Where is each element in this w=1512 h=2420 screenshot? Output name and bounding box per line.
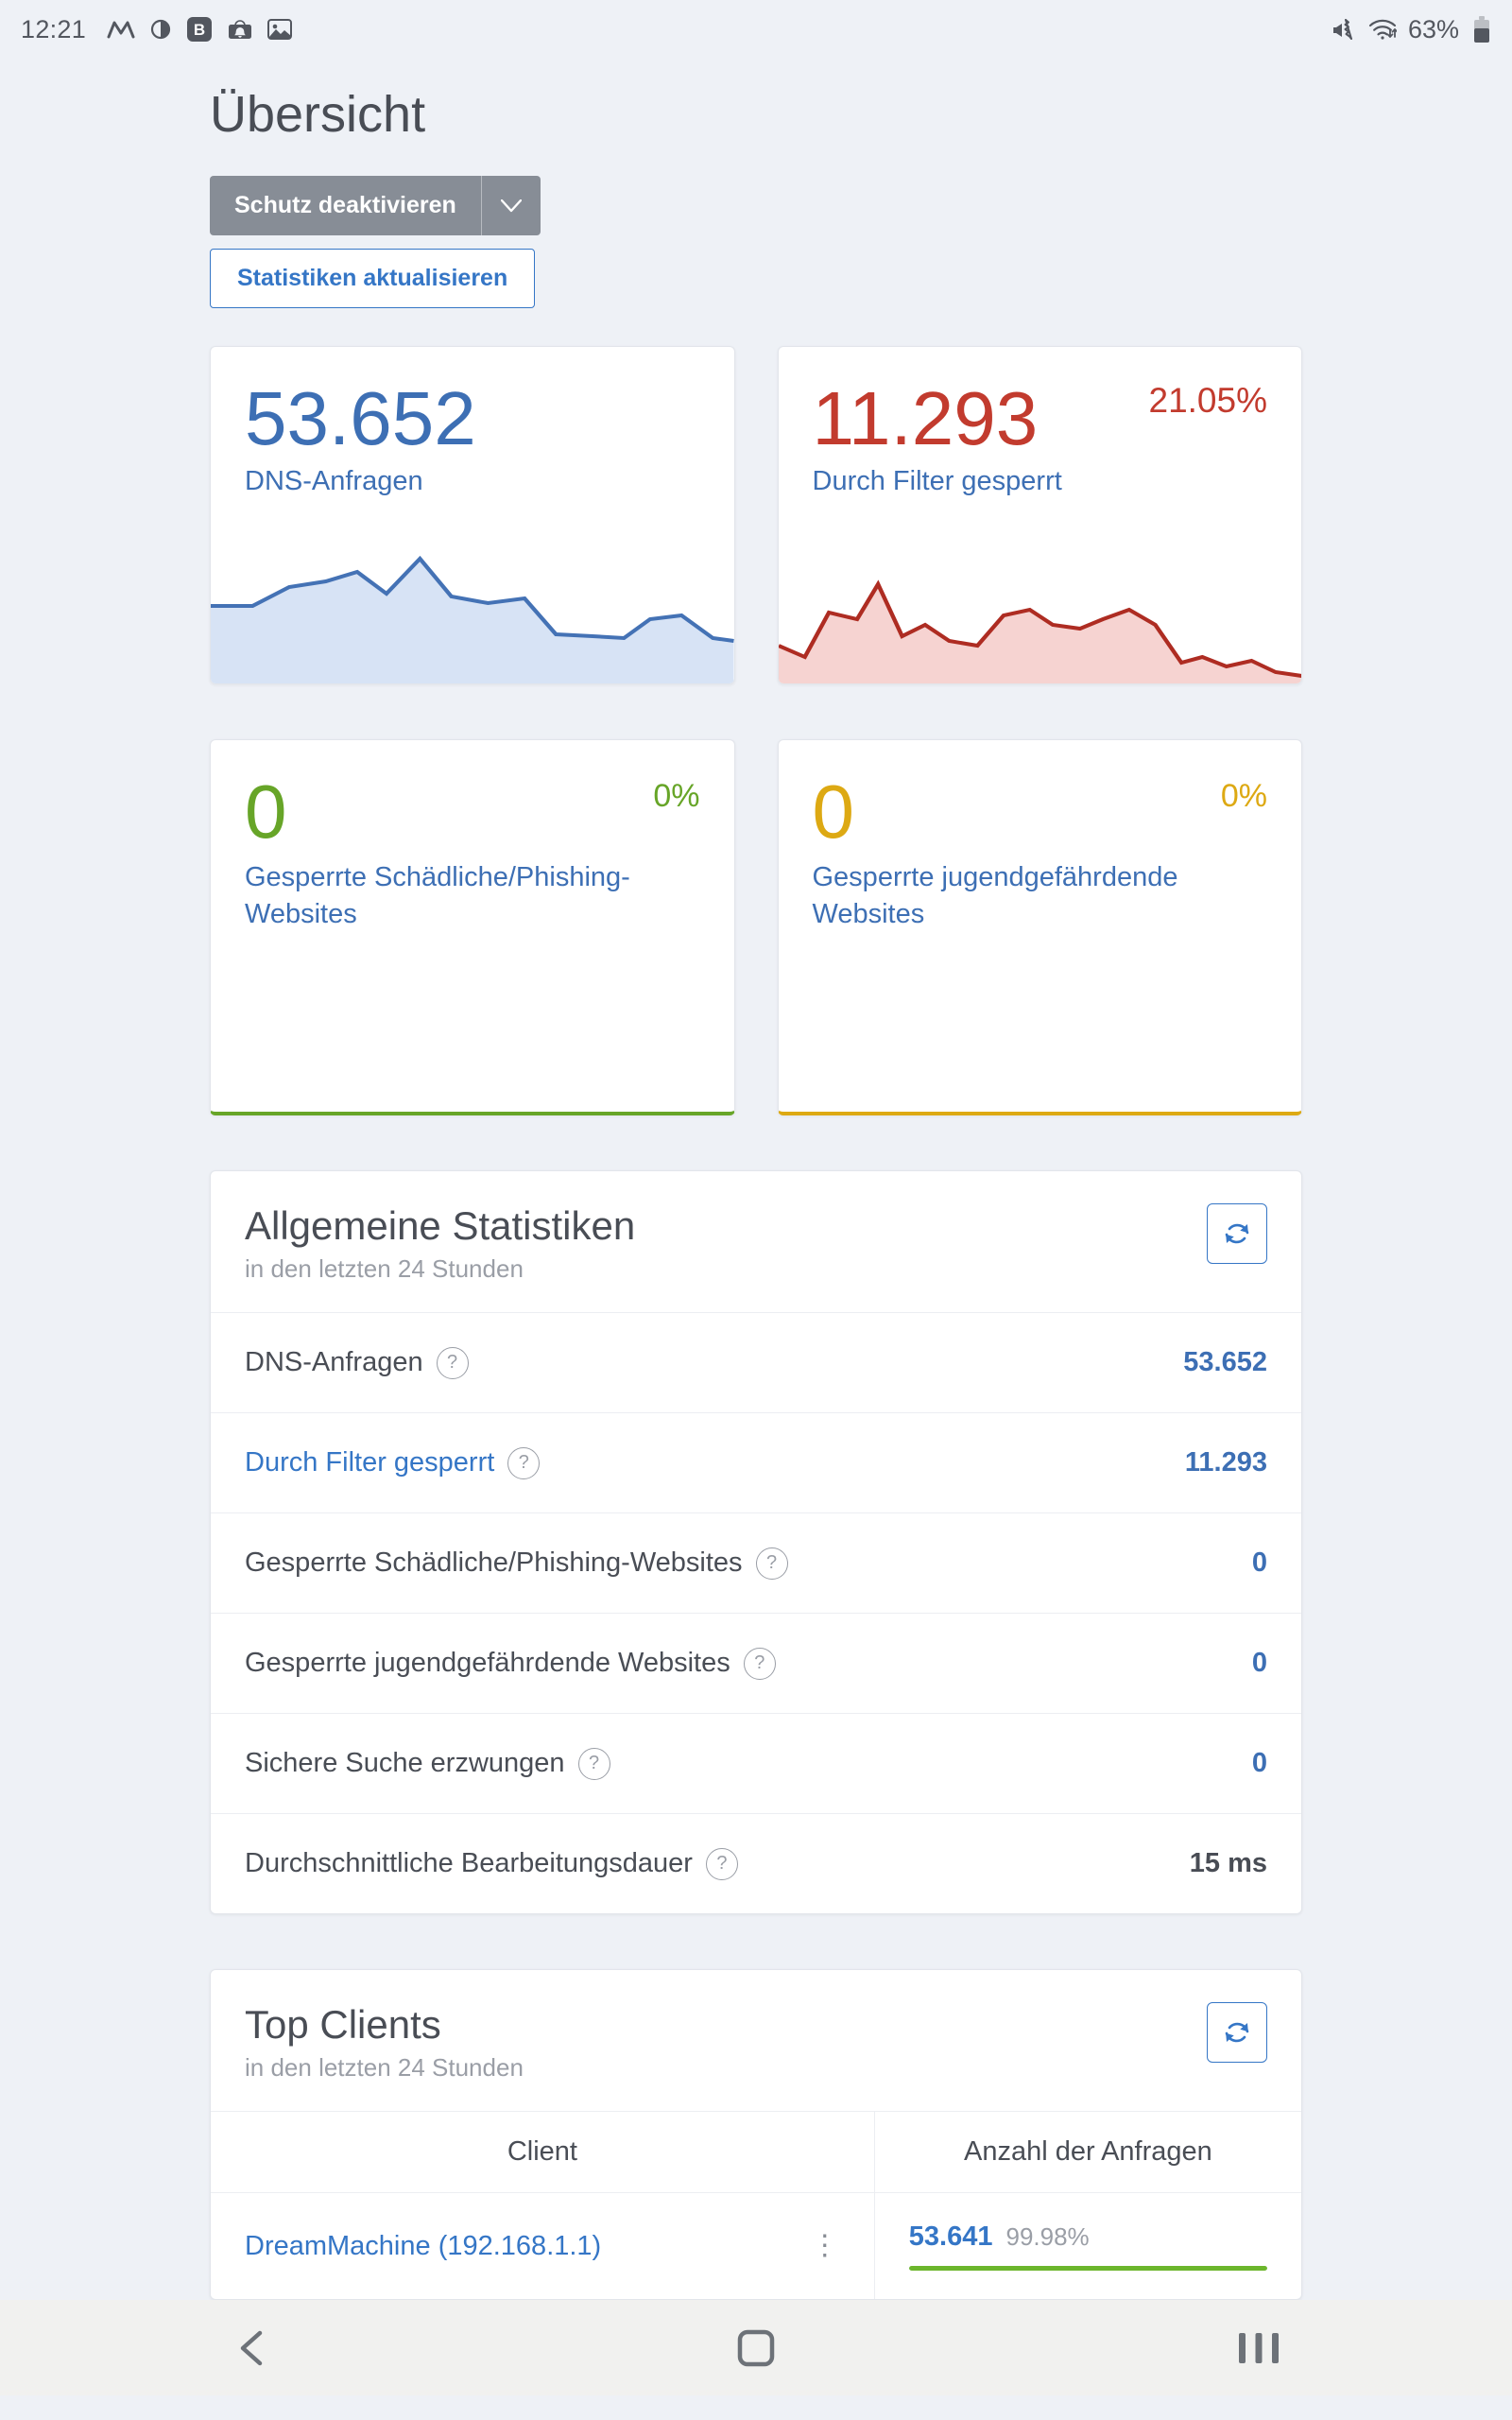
svg-text:B: B bbox=[194, 21, 205, 39]
